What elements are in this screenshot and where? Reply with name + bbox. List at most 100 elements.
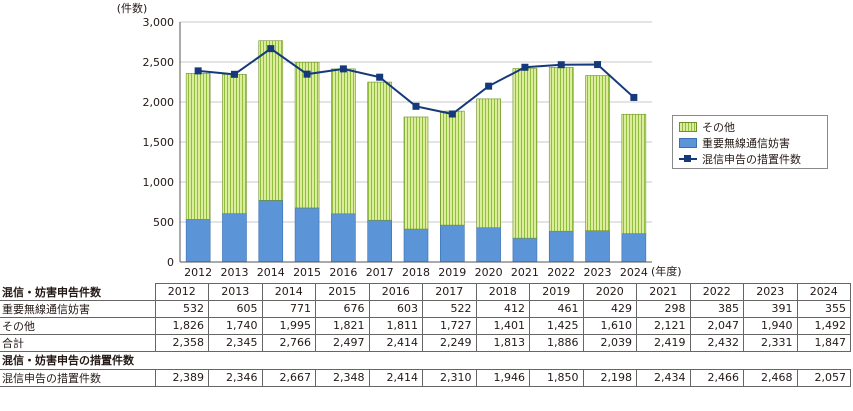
value-cell: 2,419 bbox=[636, 333, 691, 352]
bar-critical bbox=[331, 213, 356, 263]
chart-legend: その他 重要無線通信妨害 混信申告の措置件数 bbox=[672, 115, 828, 169]
value-cell: 2,432 bbox=[689, 333, 744, 352]
measures-marker bbox=[412, 102, 420, 110]
value-cell: 2,414 bbox=[368, 368, 423, 387]
y-tick-label: 0 bbox=[167, 256, 174, 269]
value-cell: 1,740 bbox=[208, 316, 263, 335]
bar-critical bbox=[367, 219, 392, 263]
y-unit-label: (件数) bbox=[117, 2, 148, 15]
value-cell: 1,995 bbox=[261, 316, 316, 335]
measures-marker bbox=[557, 61, 565, 69]
legend-item-measures: 混信申告の措置件数 bbox=[679, 151, 821, 167]
value-cell: 2,348 bbox=[315, 368, 370, 387]
value-cell: 298 bbox=[636, 299, 691, 318]
bar-other bbox=[440, 110, 465, 226]
bar-other bbox=[331, 68, 356, 215]
value-cell: 2,345 bbox=[208, 333, 263, 352]
value-cell: 1,850 bbox=[529, 368, 584, 387]
value-cell: 1,401 bbox=[475, 316, 530, 335]
legend-label-critical: 重要無線通信妨害 bbox=[702, 137, 790, 150]
measures-marker bbox=[448, 110, 456, 118]
table-complaints: 混信・妨害申告件数 2012 2013 2014 2015 2016 2017 … bbox=[0, 283, 851, 352]
value-cell: 391 bbox=[743, 299, 798, 318]
value-cell: 2,249 bbox=[422, 333, 477, 352]
year-cell: 2021 bbox=[636, 283, 691, 301]
bar-other bbox=[512, 68, 538, 239]
bar-critical bbox=[512, 237, 538, 263]
value-cell: 1,811 bbox=[368, 316, 423, 335]
x-tick-label: 2017 bbox=[366, 266, 394, 279]
year-cell: 2019 bbox=[529, 283, 584, 301]
legend-label-other: その他 bbox=[702, 121, 735, 134]
value-cell: 2,466 bbox=[689, 368, 744, 387]
value-cell: 1,610 bbox=[582, 316, 637, 335]
value-cell: 1,425 bbox=[529, 316, 584, 335]
bar-other bbox=[222, 74, 247, 214]
y-tick-label: 2,500 bbox=[143, 56, 175, 69]
legend-swatch-measures bbox=[679, 154, 697, 164]
measures-marker bbox=[267, 45, 275, 53]
table-row-measures: 混信申告の措置件数 2,389 2,346 2,667 2,348 2,414 … bbox=[0, 368, 851, 387]
value-cell: 429 bbox=[582, 299, 637, 318]
x-tick-label: 2022 bbox=[547, 266, 575, 279]
value-cell: 2,414 bbox=[368, 333, 423, 352]
x-tick-label: 2016 bbox=[329, 266, 357, 279]
value-cell: 2,358 bbox=[154, 333, 209, 352]
value-cell: 676 bbox=[315, 299, 370, 318]
value-cell: 2,057 bbox=[796, 368, 851, 387]
value-cell: 532 bbox=[154, 299, 209, 318]
measures-marker bbox=[521, 63, 529, 71]
table-measures: 混信申告の措置件数 2,389 2,346 2,667 2,348 2,414 … bbox=[0, 368, 851, 387]
y-tick-label: 2,000 bbox=[143, 96, 175, 109]
y-tick-label: 1,500 bbox=[143, 136, 175, 149]
value-cell: 1,847 bbox=[796, 333, 851, 352]
value-cell: 605 bbox=[208, 299, 263, 318]
legend-swatch-other bbox=[679, 122, 697, 132]
bar-critical bbox=[440, 224, 465, 263]
x-tick-label: 2015 bbox=[293, 266, 321, 279]
bars bbox=[185, 40, 647, 263]
year-cell: 2024 bbox=[796, 283, 851, 301]
line-series bbox=[194, 45, 638, 118]
x-unit-label: (年度) bbox=[651, 264, 682, 278]
year-cell: 2017 bbox=[422, 283, 477, 301]
x-tick-label: 2019 bbox=[438, 266, 466, 279]
value-cell: 1,940 bbox=[743, 316, 798, 335]
value-cell: 522 bbox=[422, 299, 477, 318]
value-cell: 1,492 bbox=[796, 316, 851, 335]
value-cell: 2,310 bbox=[422, 368, 477, 387]
value-cell: 2,346 bbox=[208, 368, 263, 387]
row-label: その他 bbox=[0, 316, 156, 335]
bar-other bbox=[585, 75, 610, 232]
value-cell: 2,434 bbox=[636, 368, 691, 387]
value-cell: 2,047 bbox=[689, 316, 744, 335]
measures-marker bbox=[303, 70, 311, 78]
measures-marker bbox=[339, 65, 347, 73]
bar-critical bbox=[258, 200, 284, 263]
y-tick-label: 500 bbox=[153, 216, 174, 229]
year-cell: 2015 bbox=[315, 283, 370, 301]
year-cell: 2016 bbox=[368, 283, 423, 301]
year-cell: 2023 bbox=[743, 283, 798, 301]
y-tick-label: 3,000 bbox=[143, 16, 175, 29]
x-tick-label: 2023 bbox=[584, 266, 612, 279]
bar-other bbox=[294, 61, 320, 209]
year-cell: 2013 bbox=[208, 283, 263, 301]
row-label: 重要無線通信妨害 bbox=[0, 299, 156, 318]
value-cell: 1,813 bbox=[475, 333, 530, 352]
legend-label-measures: 混信申告の措置件数 bbox=[702, 153, 801, 166]
bar-critical bbox=[185, 219, 211, 263]
bar-critical bbox=[476, 227, 501, 263]
x-tick-label: 2021 bbox=[511, 266, 539, 279]
year-cell: 2018 bbox=[475, 283, 530, 301]
value-cell: 2,766 bbox=[261, 333, 316, 352]
table-row-critical: 重要無線通信妨害 532 605 771 676 603 522 412 461… bbox=[0, 299, 851, 318]
x-tick-label: 2013 bbox=[220, 266, 248, 279]
table2-title: 混信・妨害申告の措置件数 bbox=[2, 353, 134, 367]
value-cell: 385 bbox=[689, 299, 744, 318]
value-cell: 2,121 bbox=[636, 316, 691, 335]
x-tick-label: 2012 bbox=[184, 266, 212, 279]
table-row-other: その他 1,826 1,740 1,995 1,821 1,811 1,727 … bbox=[0, 316, 851, 335]
y-tick-label: 1,000 bbox=[143, 176, 175, 189]
table1-title: 混信・妨害申告件数 bbox=[2, 285, 101, 299]
